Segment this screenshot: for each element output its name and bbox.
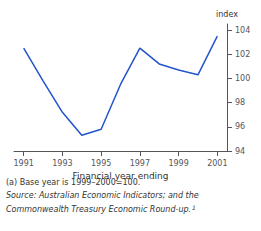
svg-text:(a) Base year is 1999–2000=100: (a) Base year is 1999–2000=100. — [6, 177, 141, 187]
svg-text:Commonwealth Treasury Economic: Commonwealth Treasury Economic Round-up. — [6, 205, 191, 214]
svg-text:102: 102 — [235, 50, 250, 59]
svg-text:98: 98 — [235, 98, 245, 107]
svg-text:1993: 1993 — [52, 159, 72, 168]
svg-text:1999: 1999 — [168, 159, 188, 168]
svg-text:94: 94 — [235, 147, 245, 156]
svg-text:104: 104 — [235, 26, 250, 35]
svg-text:100: 100 — [235, 74, 250, 83]
svg-text:1995: 1995 — [91, 159, 111, 168]
svg-text:96: 96 — [235, 122, 245, 131]
svg-text:1: 1 — [192, 204, 196, 211]
svg-text:1997: 1997 — [130, 159, 150, 168]
svg-text:index: index — [216, 10, 238, 19]
svg-text:1991: 1991 — [14, 159, 34, 168]
svg-text:Financial year ending: Financial year ending — [72, 171, 168, 181]
svg-text:Source: Australian Economic In: Source: Australian Economic Indicators; … — [6, 191, 199, 200]
svg-text:2001: 2001 — [207, 159, 227, 168]
